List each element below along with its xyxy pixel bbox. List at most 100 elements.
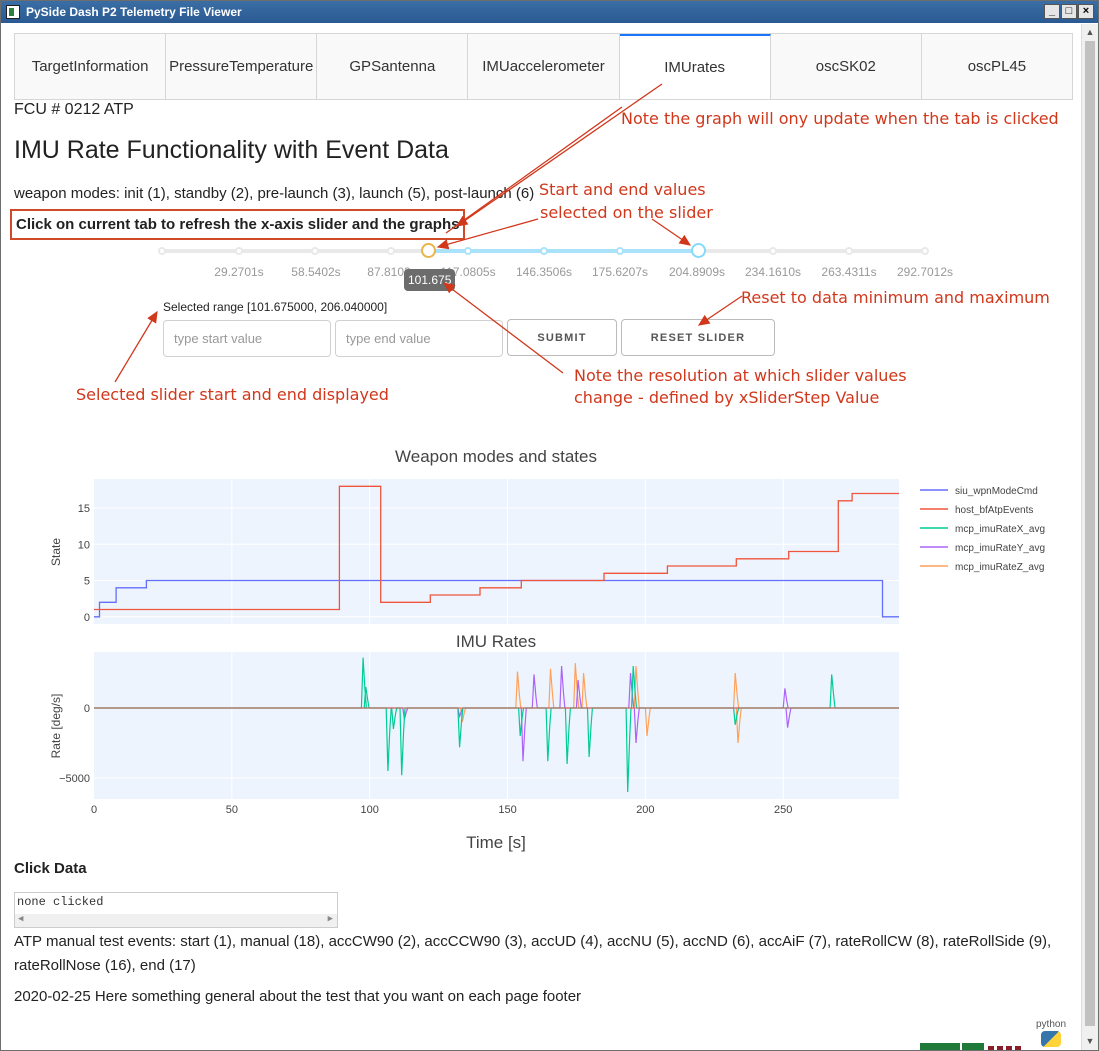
- annotation-start-end-line1: Start and end values: [539, 180, 706, 199]
- arrow-tab-update-leader: [445, 106, 623, 234]
- chart2-ytick-label: −5000: [59, 773, 90, 785]
- annotation-arrows: [114, 83, 743, 383]
- atp-events-text: ATP manual test events: start (1), manua…: [14, 933, 1052, 974]
- slider-tooltip: 101.675: [404, 269, 456, 291]
- tab-gps-antenna[interactable]: GPSantenna: [317, 34, 469, 99]
- page-title: IMU Rate Functionality with Event Data: [14, 136, 449, 164]
- slider-mark-label: 204.8909s: [668, 265, 726, 279]
- scroll-up-icon[interactable]: ▲: [1085, 27, 1095, 37]
- annotation-selected-display: Selected slider start and end displayed: [76, 385, 389, 404]
- weapon-modes-text: weapon modes: init (1), standby (2), pre…: [14, 185, 535, 202]
- tab-target-information[interactable]: TargetInformation: [15, 34, 167, 99]
- annotation-resolution-line1: Note the resolution at which slider valu…: [574, 366, 907, 385]
- python-icon: [1041, 1031, 1061, 1047]
- chart2-title: IMU Rates: [456, 632, 536, 651]
- annotation-tab-update: Note the graph will ony update when the …: [621, 109, 1059, 128]
- slider-mark-label: 58.5402s: [291, 265, 341, 279]
- tab-osc-sk02[interactable]: oscSK02: [771, 34, 922, 99]
- chart1-ytick-label: 10: [78, 539, 90, 551]
- slider-start-handle[interactable]: [421, 243, 436, 258]
- python-logo: python: [1036, 1019, 1067, 1047]
- chart1-series-line-2: [94, 485, 899, 611]
- arrow-tab-to-note: [455, 83, 663, 227]
- tab-pressure-temperature[interactable]: PressureTemperature: [166, 34, 318, 99]
- app-icon: [6, 5, 20, 19]
- slider-mark-label: 292.7012s: [896, 265, 954, 279]
- footer-note: 2020-02-25 Here something general about …: [14, 988, 582, 1005]
- vertical-scrollbar[interactable]: ▲ ▼: [1081, 24, 1098, 1050]
- start-value-input[interactable]: type start value: [163, 320, 331, 357]
- slider-dot[interactable]: [464, 247, 472, 255]
- slider-dot[interactable]: [921, 247, 929, 255]
- chart1-ytick-label: 15: [78, 503, 90, 515]
- tab-imu-accelerometer[interactable]: IMUaccelerometer: [468, 34, 620, 99]
- bottom-logo-icon: [920, 1043, 1021, 1050]
- chart2-ylabel: Rate [deg/s]: [49, 694, 63, 759]
- chart2-xtick-label: 0: [91, 804, 97, 816]
- chart2-xtick-label: 150: [498, 804, 516, 816]
- chart2-plot-bg: [94, 652, 899, 799]
- tab-imu-rates[interactable]: IMUrates: [619, 34, 771, 99]
- submit-button[interactable]: SUBMIT: [507, 319, 617, 356]
- legend-label: host_bfAtpEvents: [955, 505, 1033, 516]
- title-bar: PySide Dash P2 Telemetry File Viewer _ □…: [1, 1, 1098, 23]
- click-data-box[interactable]: none clicked ◀ ▶: [14, 892, 338, 928]
- slider-dot[interactable]: [845, 247, 853, 255]
- legend-label: siu_wpnModeCmd: [955, 486, 1038, 497]
- chart1-plot-bg: [94, 479, 899, 624]
- legend-label: mcp_imuRateZ_avg: [955, 562, 1044, 573]
- minimize-button[interactable]: _: [1044, 4, 1060, 19]
- slider-mark-label: 29.2701s: [214, 265, 264, 279]
- legend-label: mcp_imuRateY_avg: [955, 543, 1045, 554]
- end-value-input[interactable]: type end value: [335, 320, 503, 357]
- slider-end-handle[interactable]: [691, 243, 706, 258]
- chart1-ytick-label: 5: [84, 576, 90, 588]
- click-data-value: none clicked: [17, 895, 104, 909]
- slider-dot[interactable]: [311, 247, 319, 255]
- arrow-to-end-handle: [651, 218, 692, 246]
- arrow-to-start-handle: [436, 218, 539, 250]
- tab-bar: TargetInformation PressureTemperature GP…: [14, 33, 1073, 100]
- arrow-to-tooltip: [442, 282, 564, 374]
- scroll-thumb[interactable]: [1085, 41, 1095, 1026]
- slider-mark-label: 175.6207s: [591, 265, 649, 279]
- x-axis-range-slider[interactable]: 29.2701s 58.5402s 87.8103s 117.0805s 146…: [152, 239, 953, 291]
- slider-dot[interactable]: [540, 247, 548, 255]
- slider-dot[interactable]: [769, 247, 777, 255]
- slider-dot[interactable]: [235, 247, 243, 255]
- chart2-xtick-label: 50: [226, 804, 238, 816]
- arrow-to-reset: [697, 295, 743, 326]
- slider-selected-track: [428, 249, 699, 253]
- chart1-ylabel: State: [49, 538, 63, 566]
- graph-area[interactable]: Weapon modes and states 0 5 10 15 State siu…: [2, 434, 1080, 854]
- chart-xlabel: Time [s]: [466, 833, 526, 852]
- maximize-button[interactable]: □: [1061, 4, 1077, 19]
- selected-range-text: Selected range [101.675000, 206.040000]: [163, 300, 388, 314]
- slider-dot[interactable]: [158, 247, 166, 255]
- arrow-to-selected-range: [114, 310, 158, 383]
- python-label: python: [1036, 1019, 1067, 1030]
- slider-mark-label: 146.3506s: [515, 265, 573, 279]
- chart2-ytick-label: 0: [84, 703, 90, 715]
- chart2-xtick-label: 100: [361, 804, 379, 816]
- click-data-scrollbar[interactable]: ◀ ▶: [15, 914, 337, 927]
- chart1-ytick-label: 0: [84, 612, 90, 624]
- tab-osc-pl45[interactable]: oscPL45: [967, 58, 1027, 75]
- click-data-title: Click Data: [14, 860, 87, 877]
- scroll-down-icon[interactable]: ▼: [1085, 1036, 1095, 1046]
- scroll-right-icon[interactable]: ▶: [327, 914, 333, 924]
- annotation-reset: Reset to data minimum and maximum: [741, 288, 1050, 307]
- annotation-start-end-line2: selected on the slider: [540, 203, 713, 222]
- slider-dot[interactable]: [616, 247, 624, 255]
- page-content: TargetInformation PressureTemperature GP…: [2, 24, 1082, 1050]
- slider-mark-label: 263.4311s: [821, 265, 877, 279]
- chart1-title: Weapon modes and states: [395, 447, 597, 466]
- annotation-resolution-line2: change - defined by xSliderStep Value: [574, 388, 880, 407]
- chart2-xtick-label: 200: [636, 804, 654, 816]
- scroll-left-icon[interactable]: ◀: [18, 914, 24, 924]
- slider-dot[interactable]: [387, 247, 395, 255]
- fcu-label: FCU # 0212 ATP: [14, 101, 134, 118]
- legend-label: mcp_imuRateX_avg: [955, 524, 1045, 535]
- close-button[interactable]: ×: [1078, 4, 1094, 19]
